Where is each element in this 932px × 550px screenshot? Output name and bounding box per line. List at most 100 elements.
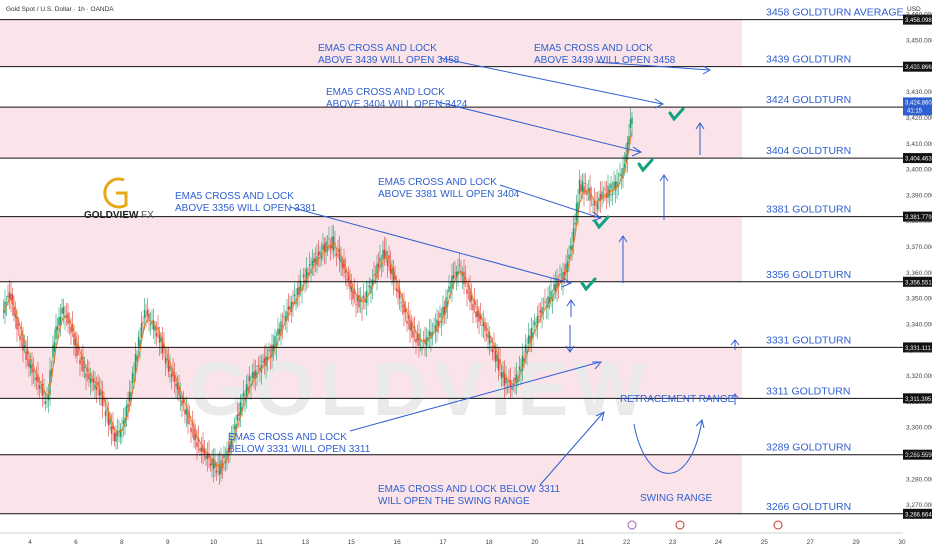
y-tick-label: 3,370.000 [906,244,932,251]
candle-body [470,295,473,301]
candle-body [53,342,56,352]
candle-body [451,275,453,290]
candle-body [251,372,254,378]
candle-body [25,351,27,360]
candle-body [527,335,530,345]
candle-body [400,302,402,304]
candle-body [94,384,96,389]
x-tick-label: 17 [439,539,447,546]
candle-body [620,174,623,177]
candle-body [391,268,393,275]
candle-body [490,341,492,343]
candle-body [13,306,15,316]
candle-body [191,423,194,426]
candle-body [590,196,593,198]
price-tag [903,508,932,519]
price-tag-text: 3,439.866 [905,65,932,71]
candle-body [214,460,216,468]
candle-body [367,293,369,295]
candle-body [286,311,288,321]
candle-body [503,372,506,386]
candle-body [394,275,396,280]
candle-body [298,286,300,295]
check-icon [593,215,610,230]
candle-body [59,316,62,327]
candle-body [281,325,284,327]
level-label: 3404 GOLDTURN [766,145,851,157]
pink-bands [0,19,742,514]
candle-body [619,173,621,176]
level-label: 3381 GOLDTURN [766,204,851,216]
x-tick-label: 13 [302,539,310,546]
candle-body [530,327,533,340]
candle-body [569,246,572,249]
candle-body [40,387,42,389]
candle-body [392,268,395,283]
candle-body [115,432,117,442]
candle-body [259,367,261,371]
candle-body [151,321,153,324]
y-tick-label: 3,390.000 [906,192,932,199]
candle-body [349,280,351,290]
candle-body [131,372,134,383]
candle-body [478,311,480,322]
candle-body [244,399,246,400]
candle-body [523,357,525,361]
candle-body [415,338,417,343]
candle-body [169,366,171,371]
candle-body [368,285,371,288]
candle-body [127,403,129,408]
candle-body [29,363,32,369]
arrow-5 [289,206,571,284]
price-tag-text: 3,404.463 [905,157,932,163]
candle-body [616,181,618,188]
candle-body [82,357,84,372]
price-tag [903,393,932,404]
x-tick-label: 30 [898,539,906,546]
candle-body [77,347,80,349]
candle-body [536,315,539,327]
x-tick-label: 22 [623,539,631,546]
candle-body [586,191,588,195]
candle-body [284,316,287,321]
candle-body [122,420,125,425]
price-tag [903,14,932,25]
candle-body [565,264,567,273]
candle-body [268,349,270,352]
candle-body [598,198,600,202]
y-tick-label: 3,340.000 [906,321,932,328]
candle-body [112,423,114,430]
candle-body [136,355,138,361]
candle-body [403,301,405,314]
x-tick-label: 29 [852,539,860,546]
y-tick-label: 3,330.000 [906,347,932,354]
check-marks [580,107,685,292]
arrow-1 [439,57,663,105]
candle-body [241,407,243,412]
candle-body [562,271,564,283]
annotations: EMA5 CROSS AND LOCK ABOVE 3439 WILL OPEN… [175,43,735,507]
y-tick-label: 3,360.000 [906,270,932,277]
candle-body [374,273,377,276]
candle-body [232,433,234,435]
candle-body [49,370,51,395]
candle-body [230,438,233,449]
candle-body [341,262,344,268]
candle-body [44,401,47,404]
candle-body [386,258,389,267]
candle-body [74,339,77,346]
candle-body [626,142,629,160]
candle-body [482,322,485,327]
candle-body [410,323,413,331]
candle-body [350,286,353,292]
candle-body [272,344,275,352]
arrow-3 [437,101,641,153]
candle-body [19,335,21,341]
x-tick-label: 15 [348,539,356,546]
candle-body [104,411,107,416]
candle-body [416,333,419,341]
candle-body [323,243,326,252]
candle-body [611,193,614,195]
candle-body [23,344,26,348]
